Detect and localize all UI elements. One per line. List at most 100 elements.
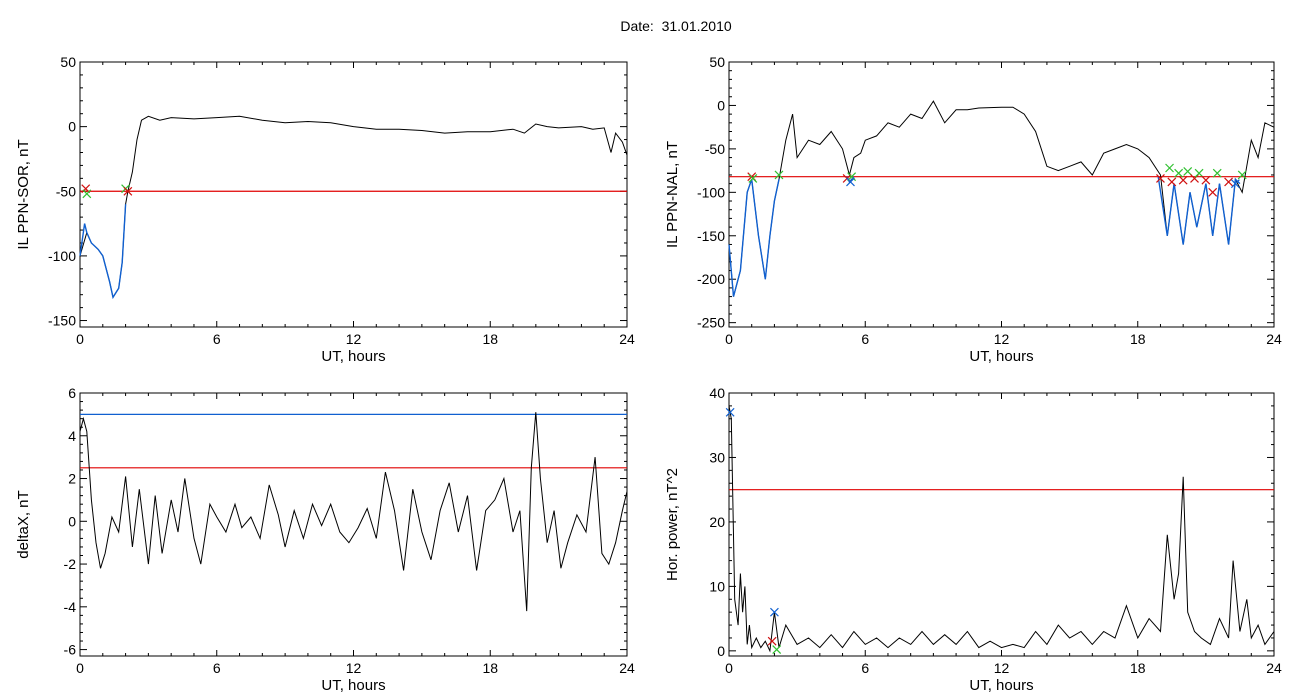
- series-line-blue: [728, 179, 780, 297]
- panel-il-ppn-nal: 0 6 12 18 24 50 0 -50 -100 -150 -200 -250 UT, hours I…: [664, 54, 1282, 365]
- x-marker-stroke: [123, 186, 133, 196]
- y-tick-label: 50: [709, 54, 725, 70]
- x-axis-label: UT, hours: [969, 677, 1033, 694]
- x-marker-green: [1212, 168, 1222, 178]
- x-tick-label: 24: [1266, 331, 1282, 347]
- y-axis-label: deltaX, nT: [15, 490, 32, 558]
- page-title: Date: 31.01.2010: [620, 18, 732, 34]
- x-marker-stroke: [1194, 168, 1204, 178]
- y-tick-label: 6: [68, 385, 76, 401]
- x-tick-label: 12: [346, 660, 362, 676]
- x-marker-stroke: [774, 170, 784, 180]
- y-tick-label: -250: [697, 315, 725, 331]
- x-marker-red: [1201, 175, 1211, 185]
- x-marker-stroke: [748, 174, 758, 183]
- x-axis-label: UT, hours: [969, 348, 1033, 365]
- series-line-black: [728, 405, 1275, 653]
- x-marker-stroke: [1165, 163, 1174, 173]
- y-tick-label: 0: [717, 97, 725, 113]
- y-tick-label: 20: [709, 514, 725, 530]
- x-marker-stroke: [1174, 168, 1184, 178]
- plot-frame: [79, 61, 628, 328]
- x-tick-label: 24: [1266, 660, 1282, 676]
- x-marker-stroke: [846, 177, 855, 187]
- x-marker-red: [1224, 177, 1234, 187]
- x-marker-red: [1167, 177, 1177, 187]
- y-tick-label: -50: [705, 141, 725, 157]
- x-marker-stroke: [1156, 174, 1165, 183]
- y-tick-label: 4: [68, 428, 76, 444]
- y-tick-label: 30: [709, 449, 725, 465]
- y-tick-label: -150: [697, 228, 725, 244]
- x-marker-stroke: [1178, 175, 1188, 185]
- x-marker-blue: [846, 177, 855, 187]
- x-marker-stroke: [772, 645, 782, 654]
- y-tick-label: -100: [697, 184, 725, 200]
- x-marker-red: [123, 186, 133, 196]
- panel-il-ppn-sor: 0 6 12 18 24 50 0 -50 -100 -150 UT, hours IL PPN-SO…: [15, 54, 635, 365]
- y-tick-label: 2: [68, 471, 76, 487]
- x-marker-red: [81, 184, 91, 194]
- x-tick-label: 0: [725, 660, 733, 676]
- plot-frame: [728, 61, 1275, 328]
- x-marker-green: [1174, 168, 1184, 178]
- x-marker-stroke: [725, 407, 735, 417]
- y-tick-label: 10: [709, 578, 725, 594]
- y-tick-label: 0: [717, 643, 725, 659]
- x-marker-stroke: [1183, 167, 1193, 176]
- series-line-blue: [1157, 176, 1241, 245]
- x-tick-label: 18: [1130, 660, 1146, 676]
- x-marker-green: [847, 172, 857, 182]
- y-tick-label: -2: [64, 556, 77, 572]
- y-axis-label: Hor. power, nT^2: [664, 468, 681, 581]
- x-marker-green: [1165, 163, 1174, 173]
- x-tick-label: 24: [619, 331, 635, 347]
- series-line-blue: [79, 204, 127, 300]
- x-tick-label: 0: [76, 331, 84, 347]
- x-marker-green: [772, 645, 782, 654]
- y-tick-label: -200: [697, 271, 725, 287]
- x-marker-green: [774, 170, 784, 180]
- x-marker-green: [1237, 170, 1247, 180]
- x-marker-stroke: [1237, 170, 1247, 180]
- x-marker-green: [748, 174, 758, 183]
- x-tick-label: 6: [213, 660, 221, 676]
- x-marker-green: [82, 189, 92, 199]
- x-tick-label: 6: [861, 331, 869, 347]
- y-tick-label: 40: [709, 385, 725, 401]
- y-tick-label: -6: [64, 642, 77, 658]
- x-marker-blue: [1230, 179, 1240, 189]
- x-marker-red: [1208, 187, 1218, 197]
- x-axis-label: UT, hours: [321, 348, 385, 365]
- series-line-black: [728, 100, 1275, 297]
- x-marker-stroke: [1167, 177, 1177, 187]
- x-marker-stroke: [1212, 168, 1222, 178]
- x-marker-stroke: [1230, 179, 1240, 189]
- y-tick-label: -4: [64, 599, 77, 615]
- panel-deltax: 0 6 12 18 24 6 4 2 0 -2 -4 -6 UT, hours deltaX, nT: [15, 385, 635, 694]
- x-tick-label: 0: [725, 331, 733, 347]
- x-marker-red: [1156, 174, 1165, 183]
- x-tick-label: 18: [482, 331, 498, 347]
- x-marker-stroke: [769, 607, 779, 617]
- x-tick-label: 18: [482, 660, 498, 676]
- x-tick-label: 0: [76, 660, 84, 676]
- x-marker-stroke: [767, 636, 777, 646]
- x-marker-stroke: [1208, 187, 1218, 197]
- x-tick-label: 18: [1130, 331, 1146, 347]
- x-tick-label: 12: [994, 660, 1010, 676]
- x-tick-label: 12: [994, 331, 1010, 347]
- x-marker-green: [1194, 168, 1204, 178]
- x-tick-label: 12: [346, 331, 362, 347]
- y-tick-label: -150: [48, 313, 76, 329]
- x-marker-stroke: [1201, 175, 1211, 185]
- y-axis-label: IL PPN-SOR, nT: [15, 139, 32, 249]
- x-tick-label: 24: [619, 660, 635, 676]
- x-marker-green: [1183, 167, 1193, 176]
- y-axis-label: IL PPN-NAL, nT: [664, 141, 681, 248]
- x-marker-stroke: [81, 184, 91, 194]
- x-marker-blue: [725, 407, 735, 417]
- x-marker-stroke: [1224, 177, 1234, 187]
- plot-frame: [728, 392, 1275, 657]
